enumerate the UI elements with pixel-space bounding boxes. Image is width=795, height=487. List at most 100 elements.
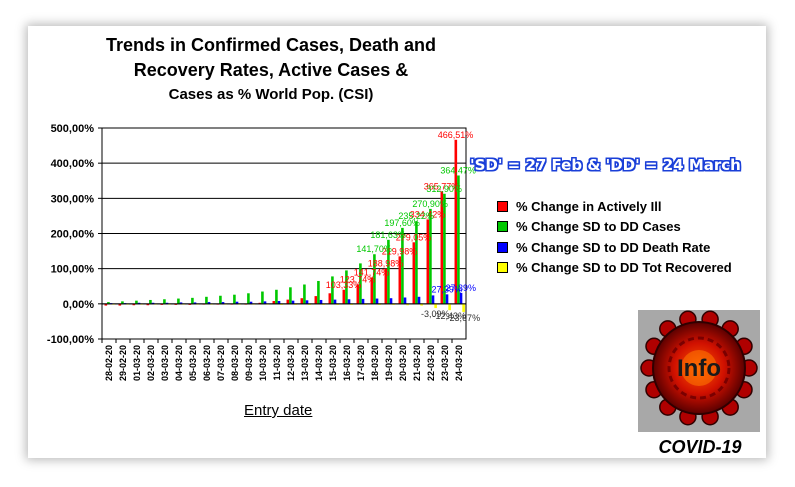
bar [160,303,164,305]
y-tick-label: 400,00% [51,158,95,170]
x-tick-label: 07-03-20 [216,345,226,381]
legend-item-death-rate: % Change SD to DD Death Rate [497,237,732,258]
bar [205,296,208,304]
data-label: 270,90% [412,199,448,209]
bar [149,299,152,304]
data-label: 364,47% [440,165,476,175]
x-tick-label: 10-03-20 [258,345,268,381]
virus-icon: Info [638,310,760,432]
bar [406,303,409,306]
bar [336,303,339,305]
data-label: 103,33% [326,280,362,290]
x-tick-label: 14-03-20 [314,345,324,381]
data-label: 197,60% [384,218,420,228]
covid-caption: COVID-19 [658,437,742,457]
data-label: 279,05% [396,232,432,242]
data-label: 27,39% [431,284,462,294]
bar [415,221,418,304]
y-tick-label: 200,00% [51,229,95,241]
bar [280,303,283,305]
legend-swatch [497,241,508,253]
x-tick-label: 09-03-20 [244,345,254,381]
x-tick-label: 23-03-20 [440,345,450,381]
bar [356,284,360,304]
x-tick-label: 29-02-20 [118,345,128,381]
bar [378,303,381,305]
bar [300,298,304,304]
bar [289,287,292,304]
bar [392,303,395,305]
x-tick-label: 03-03-20 [160,345,170,381]
data-label: 27,39% [445,283,476,293]
bar [359,263,362,304]
bar [272,301,276,304]
data-label: -23,67% [447,313,481,323]
bar [361,298,365,304]
bar [317,280,320,304]
chart-title-line-2: Recovery Rates, Active Cases & [133,60,409,80]
bar [151,302,155,304]
data-label: 123,74% [340,274,376,284]
bar [104,303,108,306]
bar [417,296,421,304]
data-label: 181,63% [370,230,406,240]
bar [457,175,460,304]
bar [207,302,211,304]
bar [448,303,451,311]
legend-item-recovered: % Change SD to DD Tot Recovered [497,258,732,279]
bar [389,298,393,304]
bar [118,303,122,306]
bar [342,289,346,304]
data-label: 235,22% [398,211,434,221]
bar [347,299,351,304]
legend-item-cases: % Change SD to DD Cases [497,217,732,238]
y-tick-label: 300,00% [51,193,95,205]
legend-swatch [497,221,508,233]
bar [370,277,374,304]
bar [429,208,432,304]
bar [373,254,376,304]
bar [294,303,297,305]
x-tick-label: 13-03-20 [300,345,310,381]
bar [179,302,183,304]
bar [431,295,435,304]
bar [233,294,236,304]
bar [291,300,295,304]
bar [305,300,309,304]
bar [387,239,390,304]
bar [132,303,136,306]
bar [426,219,430,304]
x-axis-title: Entry date [244,402,313,419]
chart-legend: % Change in Actively Ill % Change SD to … [497,196,732,278]
bar [263,301,267,304]
legend-label: % Change SD to DD Cases [516,219,681,235]
bar [401,227,404,304]
bar [135,300,138,304]
bar [165,302,169,304]
bar [319,299,323,304]
x-tick-label: 22-03-20 [426,345,436,381]
bar [322,303,325,305]
x-tick-label: 06-03-20 [202,345,212,381]
x-tick-label: 20-03-20 [398,345,408,381]
bar [328,293,332,304]
x-tick-label: 12-03-20 [286,345,296,381]
bar [191,297,194,304]
bar [146,303,150,306]
x-tick-label: 05-03-20 [188,345,198,381]
data-label: -12,43% [433,311,467,321]
bar [420,303,423,306]
data-label: 365,77% [424,181,460,191]
bar [308,303,311,305]
bar [221,302,225,304]
x-tick-label: 24-03-20 [454,345,464,381]
bar [277,301,281,304]
data-label: 312,90% [426,184,462,194]
x-tick-label: 16-03-20 [342,345,352,381]
data-label: 334,42% [410,209,446,219]
x-tick-label: 11-03-20 [272,345,282,381]
x-tick-label: 04-03-20 [174,345,184,381]
legend-swatch [497,262,508,274]
data-label: 141,70% [356,244,392,254]
